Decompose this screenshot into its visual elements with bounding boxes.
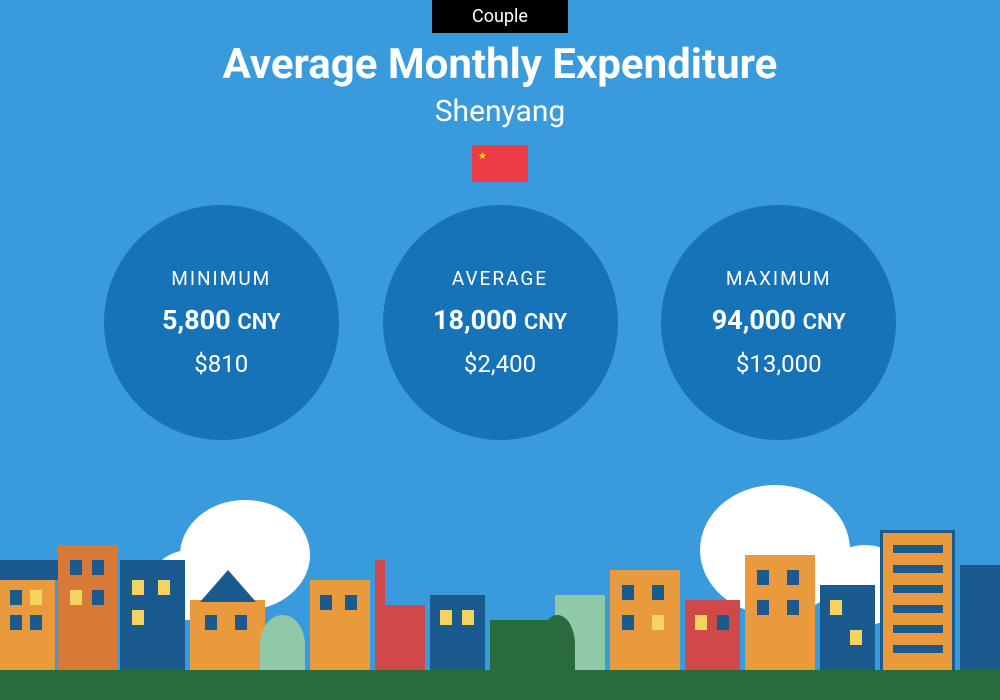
- stat-label: MAXIMUM: [726, 267, 832, 290]
- cityscape-illustration: [0, 500, 1000, 700]
- building-icon: [430, 595, 485, 675]
- building-icon: [610, 570, 680, 675]
- tree-icon: [540, 615, 575, 675]
- building-icon: [960, 565, 1000, 675]
- stat-circles-row: MINIMUM 5,800 CNY $810 AVERAGE 18,000 CN…: [0, 205, 1000, 440]
- chimney-icon: [375, 560, 385, 605]
- stat-value: 5,800 CNY: [162, 304, 281, 336]
- stat-usd: $13,000: [736, 350, 822, 378]
- building-icon: [745, 555, 815, 675]
- stat-value: 94,000 CNY: [712, 304, 846, 336]
- stat-label: AVERAGE: [452, 267, 548, 290]
- badge-text: Couple: [472, 6, 528, 27]
- stat-circle-average: AVERAGE 18,000 CNY $2,400: [383, 205, 618, 440]
- building-icon: [58, 545, 118, 675]
- flag-star-icon: ★: [478, 151, 487, 162]
- stat-value: 18,000 CNY: [433, 304, 567, 336]
- building-icon: [190, 600, 265, 675]
- country-flag: ★: [472, 145, 528, 182]
- page-title: Average Monthly Expenditure: [0, 40, 1000, 89]
- page-subtitle: Shenyang: [0, 94, 1000, 129]
- category-badge: Couple: [432, 0, 568, 33]
- building-icon: [820, 585, 875, 675]
- building-icon: [685, 600, 740, 675]
- building-icon: [120, 560, 185, 675]
- stat-circle-maximum: MAXIMUM 94,000 CNY $13,000: [661, 205, 896, 440]
- building-icon: [0, 575, 55, 675]
- building-icon: [880, 530, 955, 675]
- stat-usd: $2,400: [464, 350, 536, 378]
- building-icon: [310, 580, 370, 675]
- stat-label: MINIMUM: [171, 267, 271, 290]
- stat-circle-minimum: MINIMUM 5,800 CNY $810: [104, 205, 339, 440]
- building-icon: [375, 605, 425, 675]
- tree-icon: [260, 615, 305, 675]
- ground-icon: [0, 670, 1000, 700]
- stat-usd: $810: [194, 350, 248, 378]
